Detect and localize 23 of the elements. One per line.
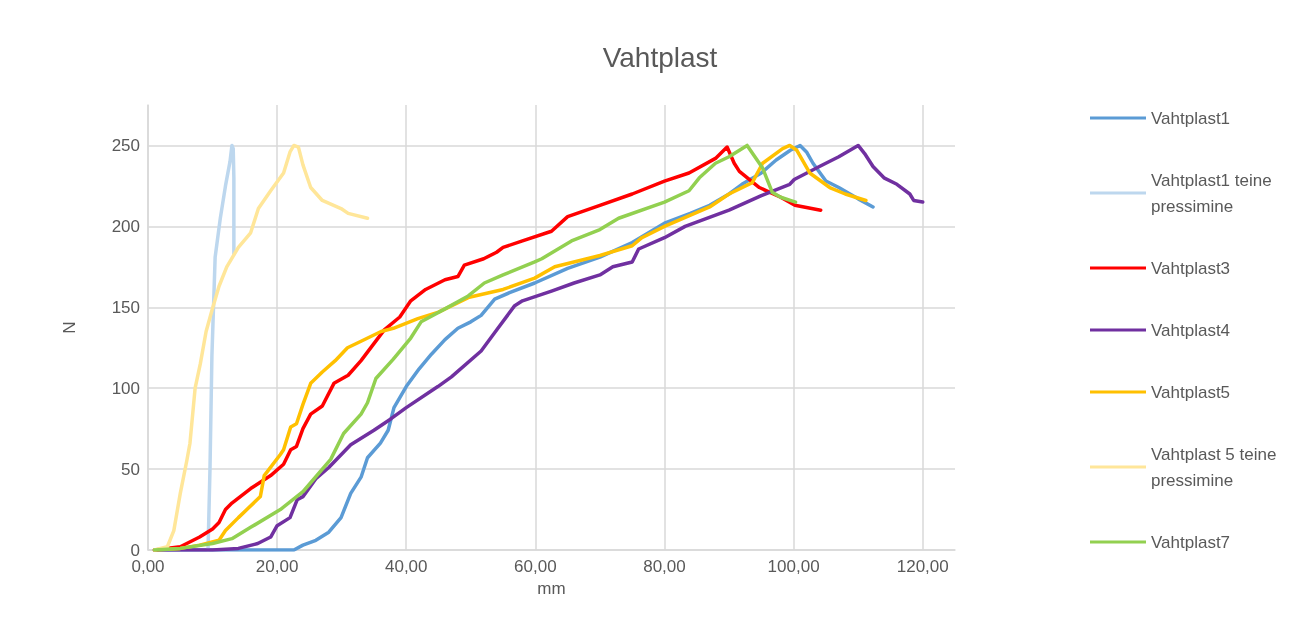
y-tick-label: 100 <box>111 378 140 398</box>
legend-label: Vahtplast7 <box>1151 532 1231 552</box>
y-axis-title: N <box>60 321 79 334</box>
y-tick-label: 0 <box>130 540 140 560</box>
y-tick-label: 50 <box>121 459 140 479</box>
chart-title: Vahtplast <box>602 41 718 73</box>
y-tick-label: 200 <box>111 216 140 236</box>
legend-label: Vahtplast1 teine pressimine <box>1151 170 1277 216</box>
y-tick-label: 250 <box>111 135 140 155</box>
legend-label: Vahtplast 5 teine pressimine <box>1151 444 1282 490</box>
x-tick-label: 80,00 <box>643 557 686 576</box>
x-axis-title: mm <box>537 578 566 598</box>
y-tick-label: 150 <box>111 297 140 317</box>
x-tick-label: 120,00 <box>896 557 949 576</box>
legend-label: Vahtplast4 <box>1151 320 1231 340</box>
x-tick-label: 60,00 <box>514 557 557 576</box>
legend-label: Vahtplast1 <box>1151 108 1231 128</box>
x-tick-label: 40,00 <box>384 557 428 576</box>
x-tick-label: 100,00 <box>767 557 820 576</box>
legend-label: Vahtplast3 <box>1151 258 1231 278</box>
legend-label: Vahtplast5 <box>1151 382 1231 402</box>
x-tick-label: 0,00 <box>131 557 165 576</box>
x-tick-label: 20,00 <box>255 557 299 576</box>
